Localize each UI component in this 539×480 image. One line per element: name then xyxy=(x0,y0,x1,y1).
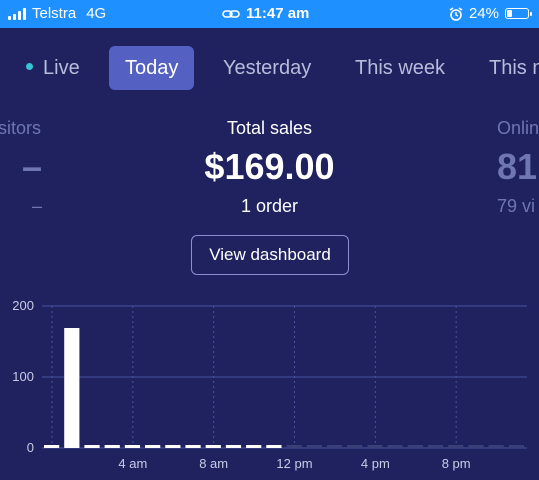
total-sales-label: Total sales xyxy=(226,118,313,138)
status-bar: Telstra 4G 11:47 am 24% xyxy=(0,0,539,28)
chart-bar[interactable] xyxy=(64,328,80,448)
chart-bar[interactable] xyxy=(367,445,383,448)
period-tabs: Live Today Yesterday This week This m xyxy=(0,46,539,92)
chart-bar[interactable] xyxy=(407,445,423,448)
live-dot-icon xyxy=(26,63,33,71)
chart-bar[interactable] xyxy=(165,445,181,448)
tab-this-week-label: This week xyxy=(355,57,446,79)
chart-bar[interactable] xyxy=(124,445,141,448)
y-tick-label: 200 xyxy=(12,298,34,313)
tab-live-label: Live xyxy=(43,57,80,79)
alarm-icon xyxy=(449,6,463,21)
order-count: 1 order xyxy=(240,196,299,216)
chart-bar[interactable] xyxy=(306,445,322,448)
x-tick-label: 8 am xyxy=(199,456,228,471)
chart-bar[interactable] xyxy=(185,445,201,448)
chart-bar[interactable] xyxy=(468,445,484,448)
online-label: Onlin xyxy=(497,118,539,138)
tab-today-label: Today xyxy=(125,57,179,79)
chart-bar[interactable] xyxy=(488,445,504,448)
chart-bar[interactable] xyxy=(347,445,363,448)
tab-yesterday-label: Yesterday xyxy=(223,57,312,79)
online-value: 81 xyxy=(497,146,538,187)
x-tick-label: 12 pm xyxy=(276,456,312,471)
carrier-label: Telstra xyxy=(32,5,77,22)
tab-yesterday[interactable]: Yesterday xyxy=(223,46,311,90)
chart-bar[interactable] xyxy=(44,445,60,448)
chart-bar[interactable] xyxy=(205,445,221,448)
battery-percent: 24% xyxy=(468,5,499,22)
chart-bar[interactable] xyxy=(145,445,161,448)
tab-this-week[interactable]: This week xyxy=(355,46,445,90)
visitors-sub: – xyxy=(32,196,43,216)
chart-bar[interactable] xyxy=(326,445,343,448)
link-icon xyxy=(222,9,240,18)
tab-today[interactable]: Today xyxy=(109,46,195,90)
chart-bar[interactable] xyxy=(104,445,120,448)
chart-bar[interactable] xyxy=(286,445,302,448)
chart-bar[interactable] xyxy=(387,445,403,448)
chart-bar[interactable] xyxy=(266,445,282,448)
y-tick-label: 0 xyxy=(27,440,34,455)
x-tick-label: 4 pm xyxy=(361,456,390,471)
clock-time: 11:47 am xyxy=(246,5,310,22)
signal-icon xyxy=(8,7,26,20)
chart-bar[interactable] xyxy=(225,445,242,448)
tab-this-month-label: This m xyxy=(489,57,539,79)
tab-live[interactable]: Live xyxy=(26,46,80,90)
tab-this-month[interactable]: This m xyxy=(489,46,539,90)
network-label: 4G xyxy=(86,5,107,22)
x-tick-label: 8 pm xyxy=(442,456,471,471)
online-sub: 79 vi xyxy=(497,196,536,216)
y-tick-label: 100 xyxy=(12,369,34,384)
battery-icon xyxy=(505,8,532,19)
total-sales-value: $169.00 xyxy=(204,146,335,187)
chart-bar[interactable] xyxy=(84,445,100,448)
chart-bar[interactable] xyxy=(427,445,444,448)
sales-chart: 0 100 200 4 am 8 am 12 pm 4 pm 8 pm xyxy=(12,298,527,471)
chart-bar[interactable] xyxy=(246,445,262,448)
visitors-label: sitors xyxy=(0,118,42,138)
visitors-value: – xyxy=(22,146,43,187)
chart-bar[interactable] xyxy=(448,445,464,448)
view-dashboard-button[interactable]: View dashboard xyxy=(191,235,349,275)
x-tick-label: 4 am xyxy=(118,456,147,471)
chart-bar[interactable] xyxy=(508,445,524,448)
